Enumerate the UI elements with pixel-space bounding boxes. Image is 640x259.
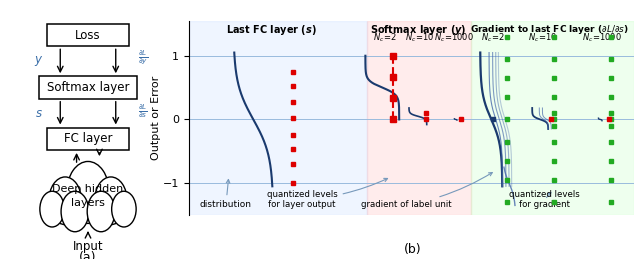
- Text: $N_c\!=\!10$: $N_c\!=\!10$: [404, 32, 434, 44]
- Circle shape: [95, 177, 127, 225]
- Text: (b): (b): [404, 243, 422, 256]
- Text: Loss: Loss: [75, 29, 101, 42]
- Text: Deep hidden
layers: Deep hidden layers: [52, 184, 124, 208]
- Text: $N_c\!=\!10$: $N_c\!=\!10$: [528, 32, 557, 44]
- Text: $\frac{\partial L}{\partial s}$: $\frac{\partial L}{\partial s}$: [138, 103, 148, 120]
- Circle shape: [40, 191, 65, 227]
- Y-axis label: Output or Error: Output or Error: [151, 76, 161, 160]
- FancyBboxPatch shape: [47, 24, 129, 46]
- Circle shape: [49, 177, 81, 225]
- Text: distribution: distribution: [200, 179, 252, 209]
- FancyBboxPatch shape: [47, 127, 129, 150]
- Circle shape: [67, 161, 109, 224]
- Text: Last FC layer ($\bfit{s}$): Last FC layer ($\bfit{s}$): [226, 23, 317, 37]
- Bar: [367, 21, 471, 215]
- Circle shape: [61, 191, 89, 232]
- Text: quantized levels
for gradient: quantized levels for gradient: [509, 190, 580, 209]
- Text: (a): (a): [79, 251, 97, 259]
- Text: $N_c\!=\!2$: $N_c\!=\!2$: [372, 32, 396, 44]
- Text: FC layer: FC layer: [64, 132, 112, 145]
- FancyBboxPatch shape: [39, 76, 137, 99]
- Bar: [189, 21, 367, 215]
- Text: $\frac{\partial L}{\partial y}$: $\frac{\partial L}{\partial y}$: [138, 49, 148, 67]
- Text: Input: Input: [73, 240, 103, 253]
- Text: Softmax layer ($\bfit{y}$): Softmax layer ($\bfit{y}$): [369, 23, 466, 37]
- Text: $N_c\!=\!2$: $N_c\!=\!2$: [481, 32, 504, 44]
- Text: $N_c\!=\!1000$: $N_c\!=\!1000$: [435, 32, 474, 44]
- Circle shape: [87, 191, 115, 232]
- Text: $N_c\!=\!1000$: $N_c\!=\!1000$: [582, 32, 621, 44]
- Text: gradient of label unit: gradient of label unit: [362, 172, 492, 209]
- Circle shape: [111, 191, 136, 227]
- Text: Gradient to last FC layer ($\partial L/\partial s$): Gradient to last FC layer ($\partial L/\…: [470, 23, 628, 36]
- Text: $s$: $s$: [35, 107, 43, 120]
- Text: $y$: $y$: [35, 54, 44, 68]
- Text: Softmax layer: Softmax layer: [47, 81, 129, 94]
- Bar: [471, 21, 634, 215]
- Text: quantized levels
for layer output: quantized levels for layer output: [267, 178, 388, 209]
